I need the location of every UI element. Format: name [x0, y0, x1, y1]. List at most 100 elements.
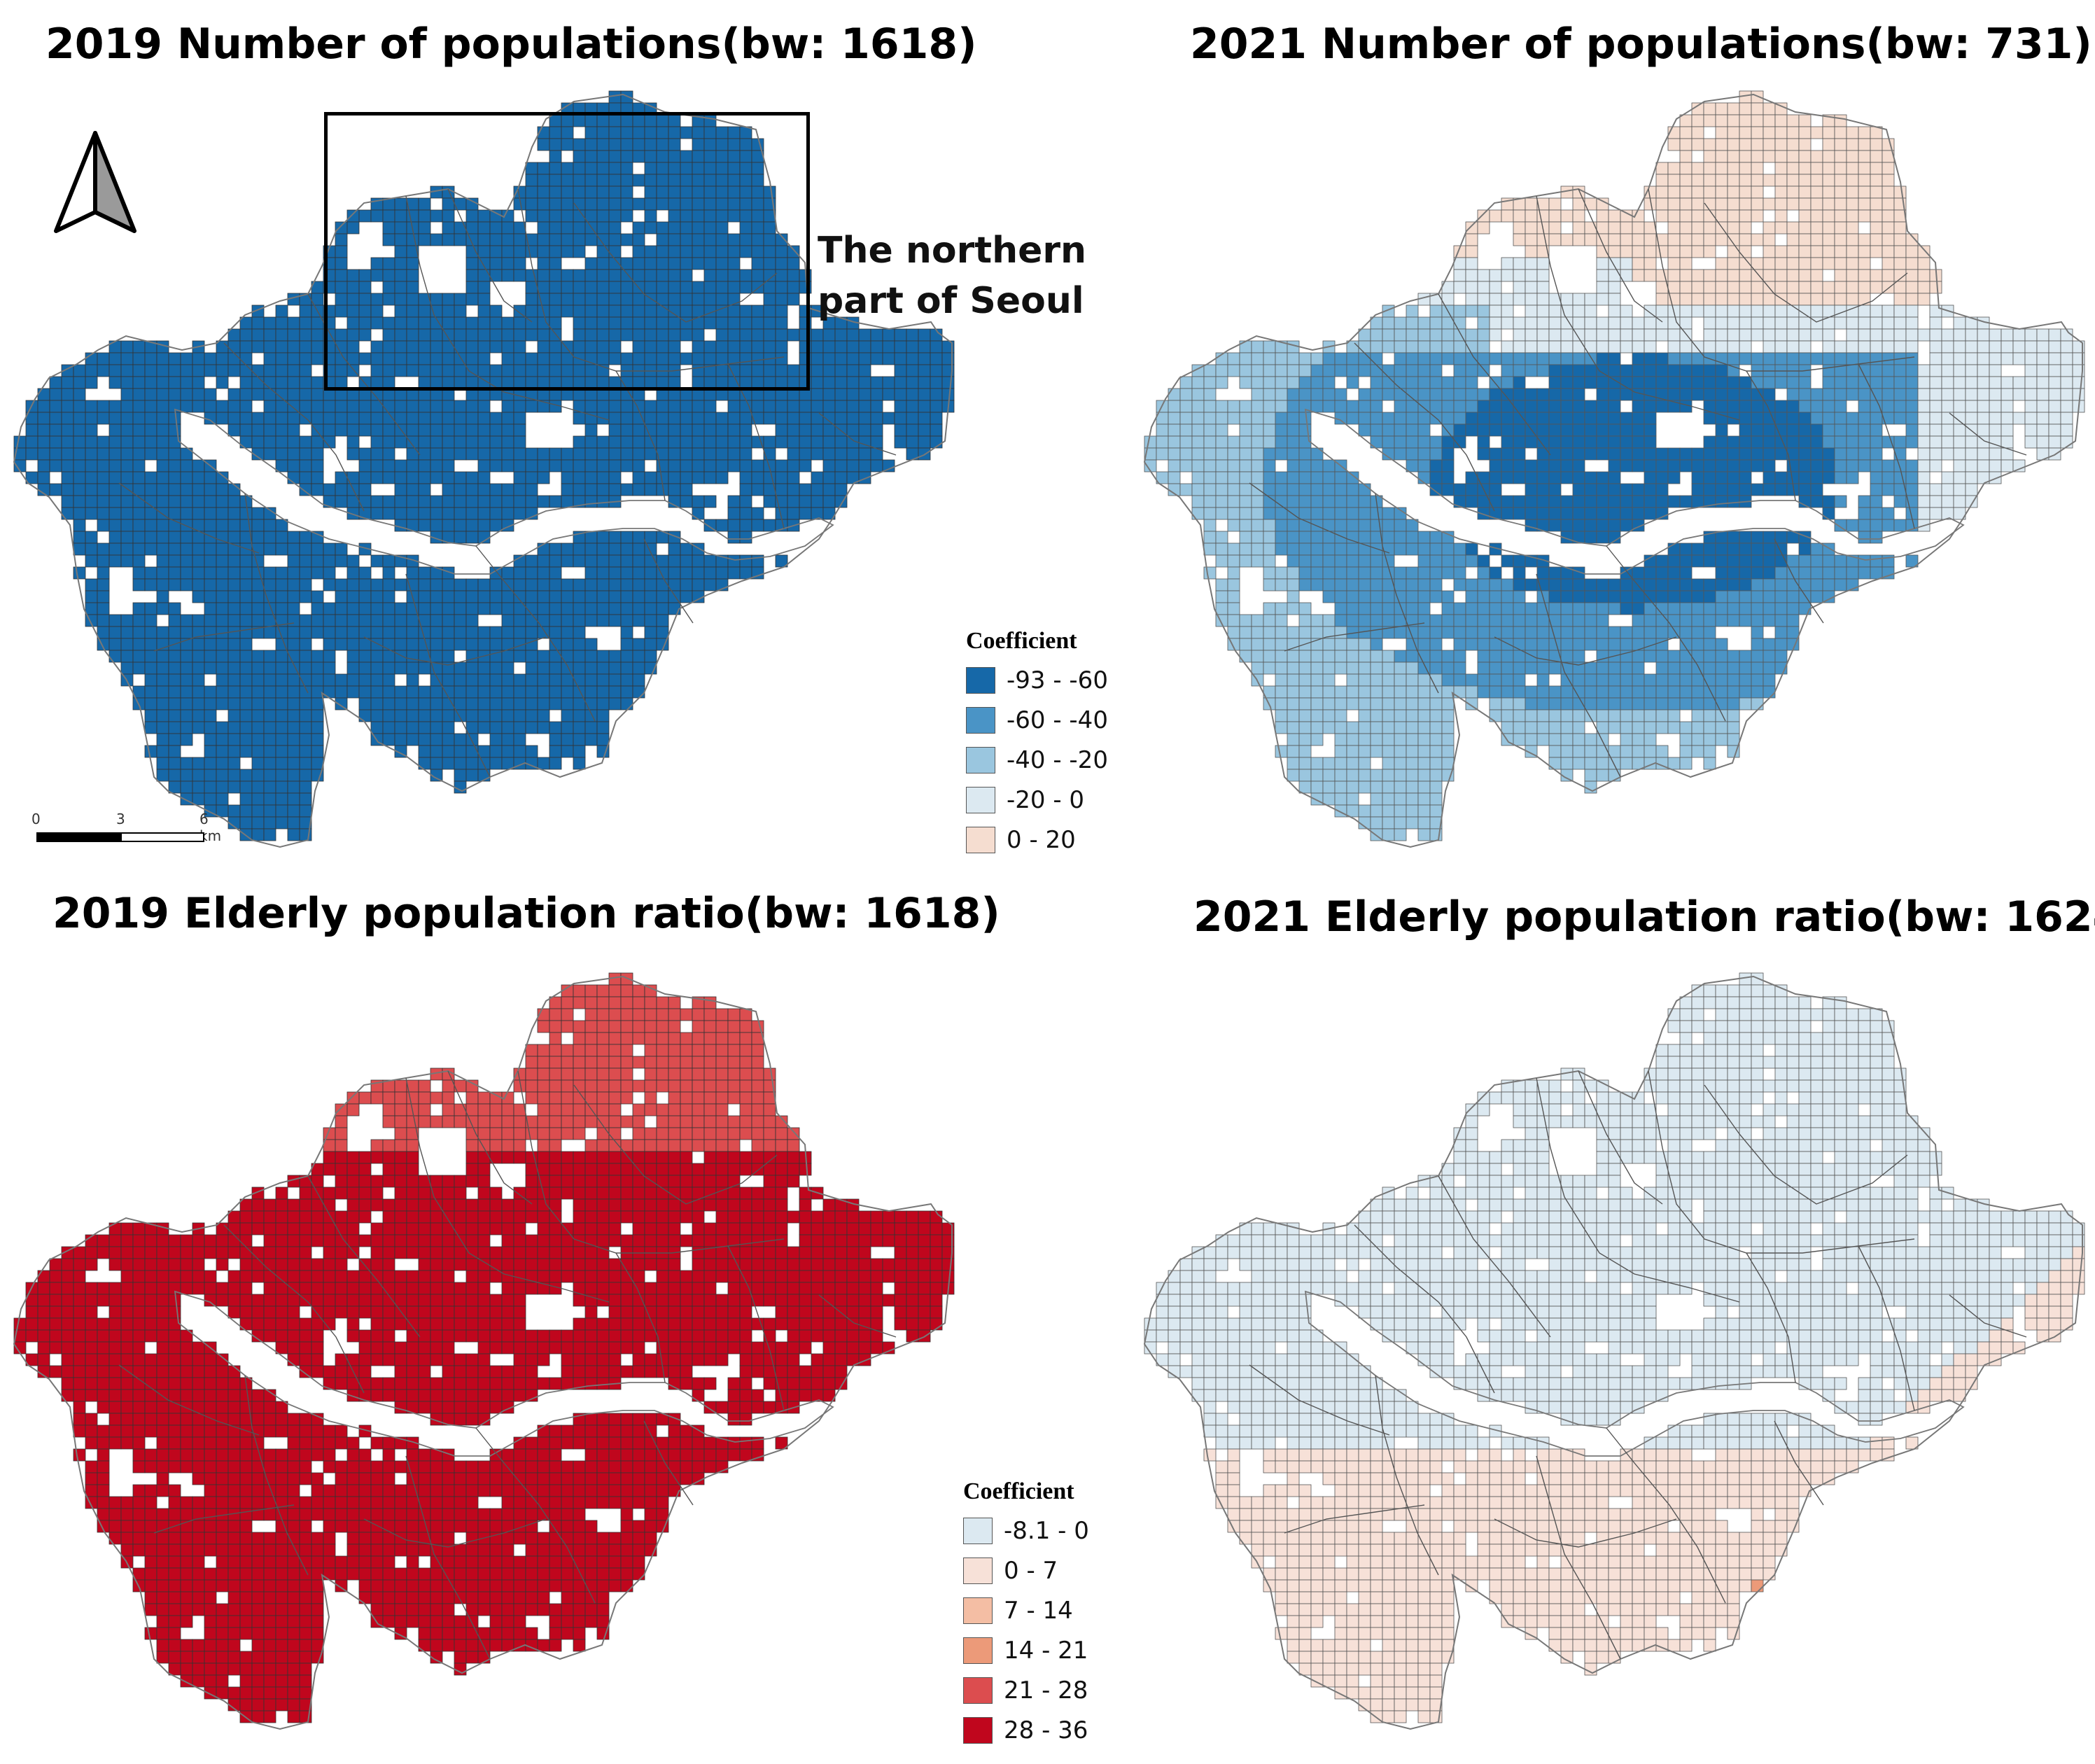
grid-cell	[263, 780, 276, 794]
grid-cell	[1298, 566, 1312, 580]
grid-cell	[204, 733, 217, 746]
grid-cell	[1691, 245, 1704, 258]
grid-cell	[1917, 435, 1931, 449]
grid-cell	[442, 685, 455, 699]
grid-cell	[1501, 316, 1514, 330]
grid-cell	[1334, 626, 1347, 639]
grid-cell	[715, 1008, 729, 1021]
grid-cell	[1346, 352, 1359, 365]
grid-cell	[1263, 471, 1276, 484]
grid-cell	[1287, 554, 1300, 568]
grid-cell	[1679, 114, 1693, 127]
grid-cell	[227, 400, 241, 413]
grid-cell	[1382, 745, 1395, 758]
grid-cell	[430, 400, 443, 413]
grid-cell	[204, 745, 217, 758]
grid-cell	[1513, 424, 1526, 437]
grid-cell	[180, 554, 193, 568]
grid-cell	[1525, 388, 1538, 401]
grid-cell	[1679, 721, 1693, 734]
grid-cell	[1548, 400, 1562, 413]
grid-cell	[1715, 328, 1728, 342]
grid-cell	[680, 590, 693, 603]
grid-cell	[1203, 542, 1217, 556]
grid-cell	[442, 745, 455, 758]
grid-cell	[1941, 495, 1954, 508]
grid-cell	[1227, 602, 1240, 615]
grid-cell	[1263, 542, 1276, 556]
grid-cell	[525, 578, 538, 592]
grid-cell	[1513, 733, 1526, 746]
grid-cell	[1763, 685, 1776, 699]
grid-cell	[1572, 186, 1585, 199]
grid-cell	[1691, 174, 1704, 187]
grid-cell	[1715, 697, 1728, 710]
grid-cell	[144, 650, 157, 663]
grid-cell	[120, 638, 134, 651]
grid-cell	[97, 459, 110, 472]
grid-cell	[192, 376, 205, 389]
grid-cell	[1584, 483, 1597, 496]
grid-cell	[1513, 459, 1526, 472]
grid-cell	[1798, 233, 1812, 246]
grid-cell	[287, 578, 300, 592]
grid-cell	[1608, 662, 1621, 675]
grid-cell	[1239, 626, 1252, 639]
grid-cell	[156, 412, 169, 425]
grid-cell	[1465, 626, 1478, 639]
grid-cell	[870, 376, 883, 389]
grid-cell	[763, 519, 776, 532]
grid-cell	[382, 566, 395, 580]
grid-cell	[1715, 174, 1728, 187]
grid-cell	[1858, 495, 1871, 508]
grid-cell	[1798, 126, 1812, 139]
grid-cell	[1953, 388, 1966, 401]
grid-cell	[1751, 138, 1764, 151]
grid-cell	[418, 578, 431, 592]
grid-cell	[156, 697, 169, 710]
grid-cell	[1584, 316, 1597, 330]
grid-cell	[108, 424, 122, 437]
grid-cell	[287, 471, 300, 484]
grid-cell	[2036, 388, 2050, 401]
grid-cell	[1703, 602, 1716, 615]
grid-cell	[1513, 340, 1526, 354]
grid-cell	[1989, 388, 2002, 401]
grid-cell	[370, 459, 384, 472]
grid-cell	[120, 554, 134, 568]
grid-cell	[1703, 578, 1716, 592]
grid-cell	[323, 626, 336, 639]
grid-cell	[1501, 662, 1514, 675]
grid-cell	[1703, 304, 1716, 318]
grid-cell	[168, 757, 181, 770]
grid-cell	[1596, 388, 1609, 401]
grid-cell	[156, 650, 169, 663]
grid-cell	[1406, 531, 1419, 544]
grid-cell	[239, 769, 253, 782]
grid-cell	[1858, 209, 1871, 223]
grid-cell	[1763, 614, 1776, 627]
grid-cell	[596, 685, 610, 699]
grid-cell	[1632, 495, 1645, 508]
grid-cell	[406, 412, 419, 425]
grid-cell	[1858, 376, 1871, 389]
grid-cell	[1548, 435, 1562, 449]
grid-cell	[180, 364, 193, 377]
grid-cell	[1893, 376, 1907, 389]
grid-cell	[1620, 709, 1633, 722]
grid-cell	[1644, 257, 1657, 270]
grid-cell	[525, 650, 538, 663]
grid-cell	[1763, 102, 1776, 115]
grid-cell	[263, 792, 276, 806]
grid-cell	[180, 459, 193, 472]
grid-cell	[180, 792, 193, 806]
grid-cell	[1608, 352, 1621, 365]
grid-cell	[1644, 590, 1657, 603]
grid-cell	[1715, 447, 1728, 461]
grid-cell	[275, 542, 288, 556]
grid-cell	[632, 650, 645, 663]
grid-cell	[1655, 376, 1669, 389]
grid-cell	[1263, 614, 1276, 627]
grid-cell	[418, 519, 431, 532]
grid-cell	[192, 721, 205, 734]
